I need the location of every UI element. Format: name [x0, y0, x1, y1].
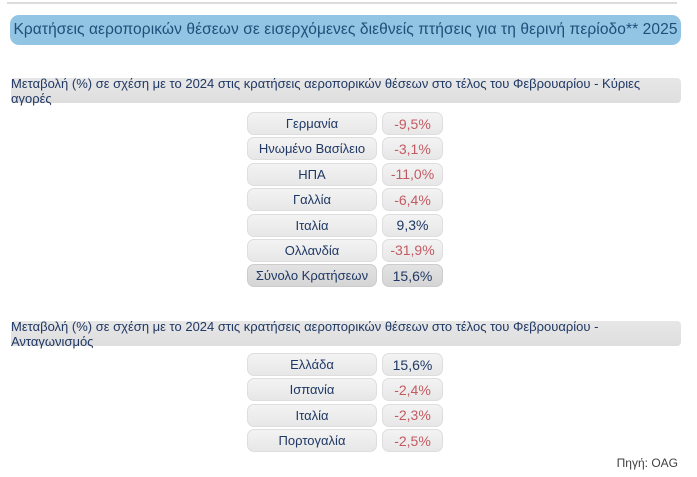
row-label: Γαλλία	[247, 188, 377, 212]
table-rows: Ελλάδα 15,6% Ισπανία -2,4% Ιταλία -2,3% …	[247, 353, 681, 453]
row-label: Ελλάδα	[247, 353, 377, 376]
table-row: Ηνωμένο Βασίλειο -3,1%	[247, 137, 681, 161]
table-row: Γαλλία -6,4%	[247, 188, 681, 212]
table-section-competition: Μεταβολή (%) σε σχέση με το 2024 στις κρ…	[11, 319, 681, 455]
row-value: -31,9%	[382, 238, 443, 262]
row-value: -3,1%	[382, 137, 443, 161]
page-title: Κρατήσεις αεροπορικών θέσεων σε εισερχόμ…	[10, 15, 681, 45]
table-row: Ελλάδα 15,6%	[247, 353, 681, 376]
table-rows: Γερμανία -9,5% Ηνωμένο Βασίλειο -3,1% ΗΠ…	[247, 112, 681, 288]
table-section-main-markets: Μεταβολή (%) σε σχέση με το 2024 στις κρ…	[11, 76, 681, 290]
table-row: Πορτογαλία -2,5%	[247, 429, 681, 453]
row-value: -9,5%	[382, 112, 443, 135]
top-divider	[7, 2, 677, 4]
table-row: Ιταλία 9,3%	[247, 213, 681, 237]
section-header-main-markets: Μεταβολή (%) σε σχέση με το 2024 στις κρ…	[11, 76, 681, 106]
row-value: 15,6%	[382, 353, 443, 376]
table-row: Ισπανία -2,4%	[247, 378, 681, 402]
table-row: Γερμανία -9,5%	[247, 112, 681, 135]
row-value: 9,3%	[382, 213, 443, 237]
row-label: ΗΠΑ	[247, 162, 377, 186]
row-label: Ισπανία	[247, 378, 377, 402]
row-label: Σύνολο Κρατήσεων	[247, 264, 377, 288]
row-label: Ιταλία	[247, 213, 377, 237]
row-label: Γερμανία	[247, 112, 377, 135]
row-value: -2,5%	[382, 429, 443, 453]
row-value: -11,0%	[382, 162, 443, 186]
row-label: Πορτογαλία	[247, 429, 377, 453]
row-value: -2,4%	[382, 378, 443, 402]
table-row: Ιταλία -2,3%	[247, 403, 681, 427]
row-value: -6,4%	[382, 188, 443, 212]
section-header-competition: Μεταβολή (%) σε σχέση με το 2024 στις κρ…	[11, 319, 681, 349]
row-label: Ολλανδία	[247, 238, 377, 262]
table-row: Σύνολο Κρατήσεων 15,6%	[247, 264, 681, 288]
row-value: 15,6%	[382, 264, 443, 288]
table-row: Ολλανδία -31,9%	[247, 238, 681, 262]
row-label: Ηνωμένο Βασίλειο	[247, 137, 377, 161]
row-label: Ιταλία	[247, 403, 377, 427]
row-value: -2,3%	[382, 403, 443, 427]
table-row: ΗΠΑ -11,0%	[247, 162, 681, 186]
source-note: Πηγή: OAG	[616, 456, 678, 470]
